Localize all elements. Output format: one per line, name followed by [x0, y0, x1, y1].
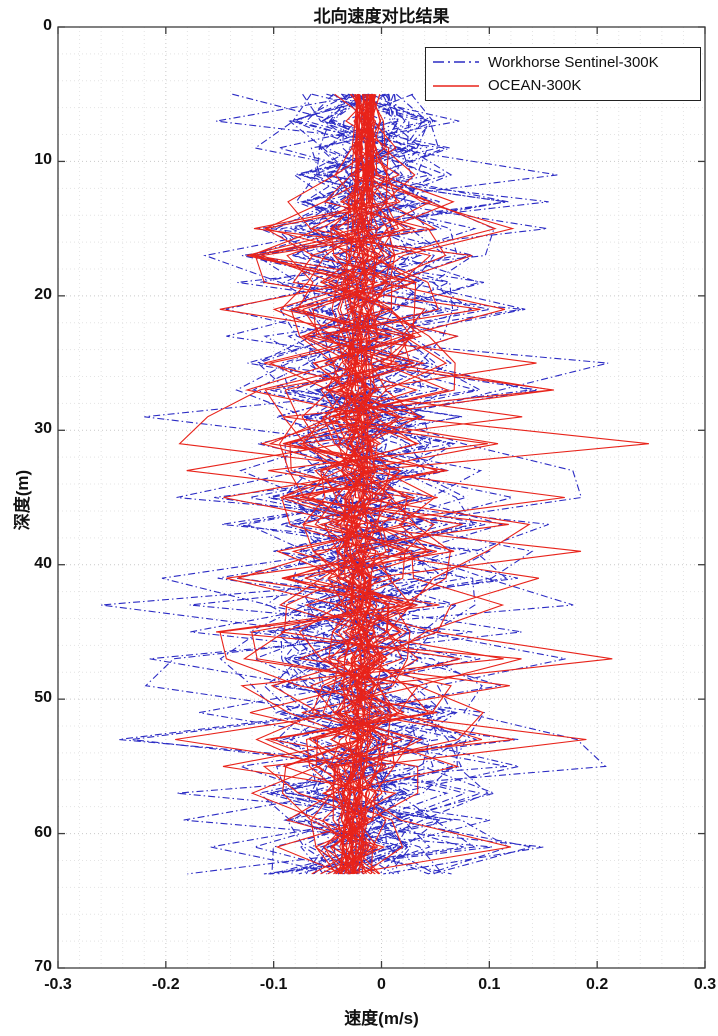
x-tick-label: 0.1 [478, 976, 501, 993]
x-tick-label: -0.3 [44, 976, 72, 993]
legend-entry-ocean: OCEAN-300K [432, 75, 694, 97]
y-tick-label: 20 [34, 285, 52, 303]
x-axis-label: 速度(m/s) [344, 1009, 419, 1028]
x-tick-label: -0.1 [259, 976, 288, 993]
y-tick-label: 70 [34, 958, 52, 975]
x-tick-label: 0.3 [693, 976, 717, 993]
x-tick-label: 0 [377, 976, 386, 993]
y-tick-label: 60 [34, 823, 52, 841]
y-tick-label: 50 [34, 689, 52, 707]
legend-label-workhorse: Workhorse Sentinel-300K [488, 53, 659, 71]
y-tick-label: 0 [43, 17, 52, 34]
solid-line-icon [433, 84, 479, 87]
x-tick-label: 0.2 [586, 976, 609, 993]
y-tick-label: 10 [34, 151, 52, 169]
x-tick-label: -0.2 [152, 976, 180, 993]
y-tick-label: 40 [34, 554, 52, 572]
y-tick-label: 30 [34, 420, 52, 438]
dash-dot-line-icon [433, 61, 479, 64]
legend-label-ocean: OCEAN-300K [488, 77, 582, 95]
chart-title: 北向速度对比结果 [313, 7, 450, 26]
legend-box: Workhorse Sentinel-300K OCEAN-300K [425, 47, 701, 101]
legend-entry-workhorse: Workhorse Sentinel-300K [432, 51, 694, 73]
